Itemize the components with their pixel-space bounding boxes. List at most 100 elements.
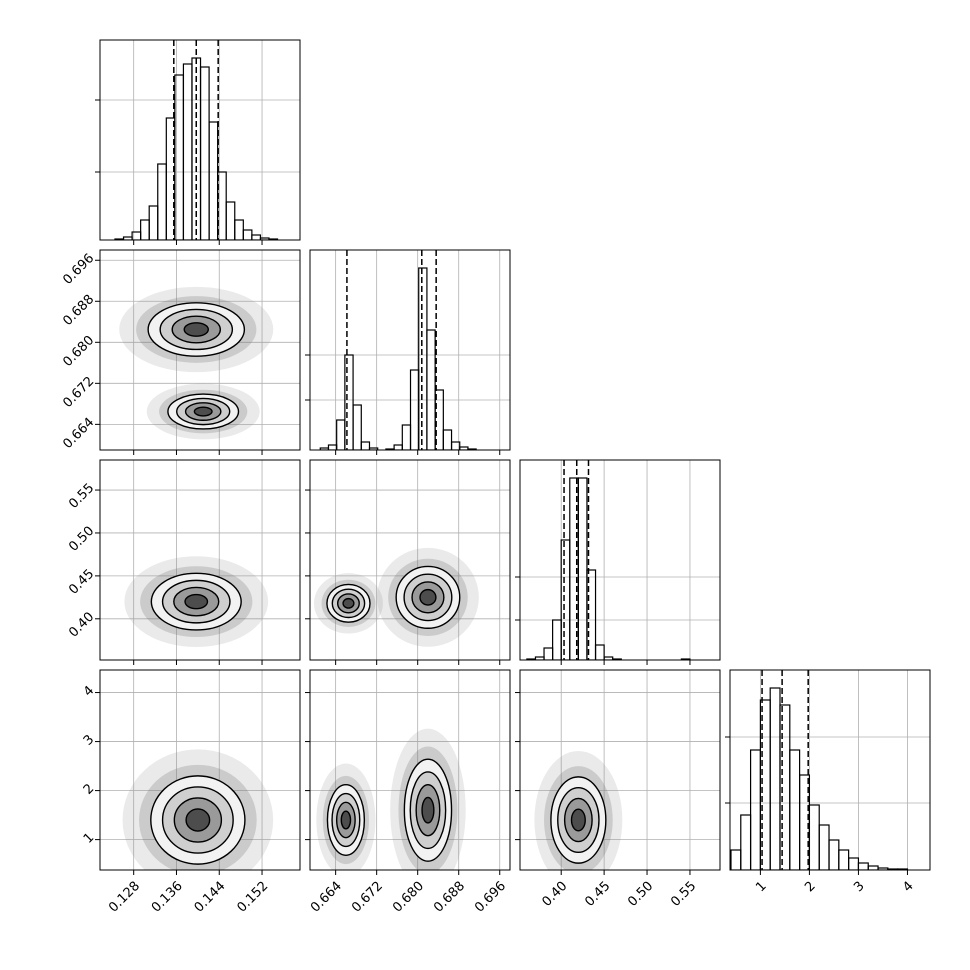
panel: [114, 40, 279, 240]
panel: [314, 547, 479, 647]
y-tick-label: 1: [81, 830, 97, 846]
x-tick-label: 0.40: [539, 879, 570, 910]
density-contour: [183, 322, 209, 337]
x-tick-label: 0.680: [390, 879, 427, 916]
hist-bar: [552, 619, 562, 660]
panel: [119, 286, 274, 440]
x-tick-label: 0.696: [472, 879, 509, 916]
hist-bar: [867, 865, 879, 870]
density-contour: [342, 597, 355, 609]
axes-frame: [309, 459, 511, 661]
hist-bar: [808, 804, 820, 870]
density-contour: [421, 796, 435, 824]
y-tick-label: 0.50: [66, 524, 97, 555]
y-tick-label: 0.672: [60, 374, 97, 411]
hist-bar: [857, 862, 869, 870]
axes-frame: [99, 459, 301, 661]
axes-frame: [309, 249, 511, 451]
hist-bar: [344, 354, 354, 450]
hist-bar: [818, 824, 830, 870]
y-tick-label: 0.696: [60, 251, 97, 288]
hist-bar: [234, 219, 244, 240]
x-tick-label: 0.664: [308, 879, 345, 916]
y-tick-label: 4: [81, 683, 97, 699]
hist-bar: [450, 441, 461, 450]
y-tick-label: 0.45: [66, 567, 97, 598]
axes-frame: [309, 669, 511, 871]
y-tick-label: 0.680: [60, 333, 97, 370]
panel: [122, 749, 274, 870]
axes-frame: [99, 249, 301, 451]
x-tick-label: 0.688: [431, 879, 468, 916]
x-tick-label: 0.136: [149, 879, 186, 916]
x-tick-label: 4: [900, 879, 916, 895]
hist-bar: [182, 63, 193, 240]
hist-bar: [848, 857, 860, 870]
density-contour: [184, 593, 209, 610]
hist-bar: [368, 447, 379, 450]
x-tick-label: 3: [851, 879, 867, 895]
x-tick-label: 1: [753, 879, 769, 895]
hist-bar: [251, 234, 262, 240]
hist-bar: [749, 749, 761, 870]
density-contour: [340, 810, 352, 830]
hist-bar: [148, 205, 159, 240]
panel: [534, 751, 623, 870]
hist-bar: [730, 849, 742, 870]
hist-bar: [393, 444, 403, 450]
x-tick-label: 0.128: [106, 879, 143, 916]
y-tick-label: 0.55: [66, 481, 97, 512]
hist-bar: [769, 687, 781, 870]
panel: [319, 250, 477, 450]
x-tick-label: 0.55: [668, 879, 699, 910]
density-contour: [570, 808, 586, 832]
axes-frame: [729, 669, 931, 871]
density-contour: [193, 406, 213, 417]
hist-bar: [789, 749, 801, 870]
panel: [526, 460, 691, 660]
hist-bar: [336, 419, 346, 450]
x-tick-label: 0.672: [349, 879, 386, 916]
density-contour: [185, 808, 211, 832]
hist-bar: [426, 329, 436, 450]
axes-frame: [519, 459, 721, 661]
hist-bar: [140, 219, 150, 240]
hist-bar: [242, 229, 253, 240]
axes-frame: [99, 669, 301, 871]
hist-bar: [418, 267, 428, 450]
hist-bar: [360, 441, 371, 450]
hist-bar: [740, 814, 752, 870]
hist-bar: [157, 163, 167, 240]
hist-bar: [594, 644, 605, 660]
axes-frame: [519, 669, 721, 871]
hist-bar: [208, 121, 219, 240]
hist-bar: [442, 429, 453, 450]
hist-bar: [560, 539, 571, 660]
y-tick-label: 0.688: [60, 292, 97, 329]
x-tick-label: 0.45: [582, 879, 613, 910]
hist-bar: [199, 66, 210, 240]
hist-bar: [577, 477, 588, 660]
axes-frame: [99, 39, 301, 241]
hist-bar: [828, 839, 840, 870]
y-tick-label: 0.40: [66, 609, 97, 640]
hist-bar: [434, 389, 444, 450]
hist-bar: [352, 404, 362, 450]
panel: [730, 670, 909, 870]
panel: [316, 728, 466, 870]
hist-bar: [401, 424, 412, 450]
hist-bar: [543, 647, 554, 660]
x-tick-label: 0.144: [192, 879, 229, 916]
hist-bar: [225, 201, 236, 240]
hist-bar: [838, 849, 850, 870]
density-contour: [419, 588, 437, 606]
hist-bar: [586, 569, 597, 660]
y-tick-label: 2: [81, 781, 97, 797]
x-tick-label: 0.50: [625, 879, 656, 910]
x-tick-label: 2: [802, 879, 818, 895]
panel: [124, 556, 269, 647]
x-tick-label: 0.152: [234, 879, 271, 916]
y-tick-label: 0.664: [60, 415, 97, 452]
